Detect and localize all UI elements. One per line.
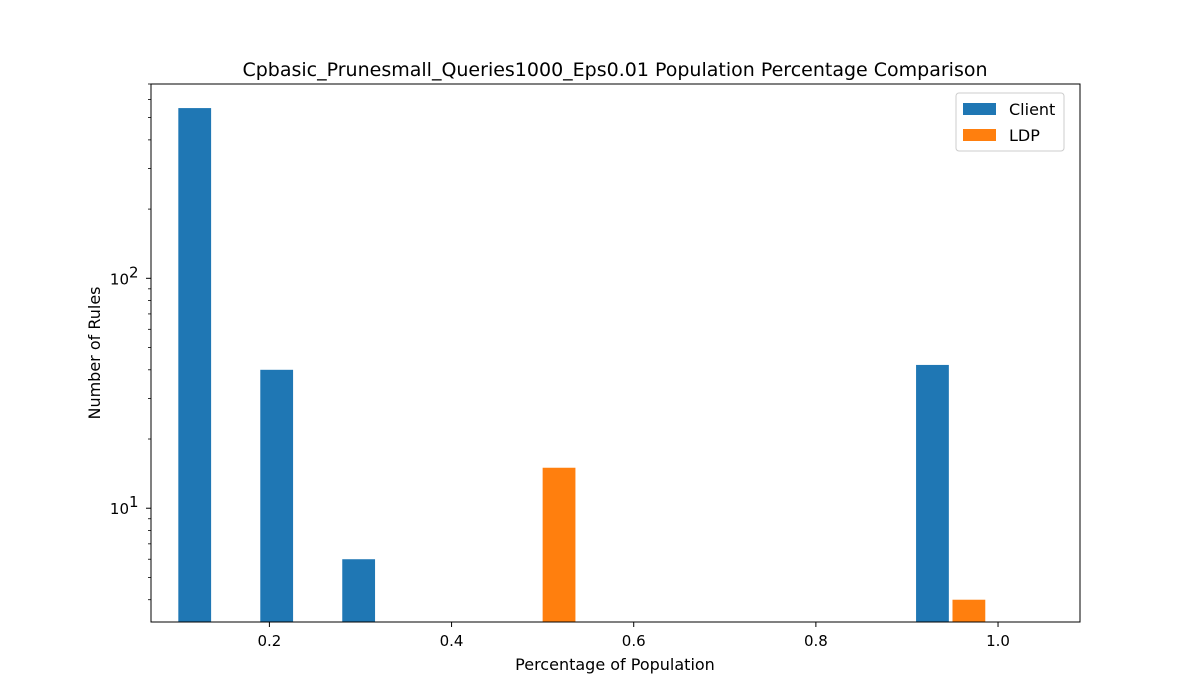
plot-frame	[150, 83, 1081, 623]
chart-title: Cpbasic_Prunesmall_Queries1000_Eps0.01 P…	[242, 59, 987, 81]
bar-client-2	[342, 559, 376, 622]
x-tick-label: 0.8	[804, 632, 828, 650]
x-tick-label: 1.0	[986, 632, 1010, 650]
bars-layer	[178, 108, 986, 622]
legend-label-ldp: LDP	[1009, 126, 1040, 145]
x-tick-label: 0.6	[622, 632, 646, 650]
y-tick-label: 10	[110, 270, 129, 288]
legend-swatch-client	[963, 103, 996, 115]
bar-ldp-0	[542, 467, 576, 622]
y-tick-exponent: 2	[129, 263, 139, 281]
legend-swatch-ldp	[963, 129, 996, 141]
bar-ldp-1	[952, 599, 986, 622]
x-axis-label: Percentage of Population	[515, 655, 715, 674]
y-axis-label: Number of Rules	[85, 286, 104, 419]
y-tick-exponent: 1	[129, 493, 139, 511]
bar-client-1	[260, 369, 294, 622]
x-tick-label: 0.2	[257, 632, 281, 650]
bar-client-3	[916, 364, 949, 622]
y-tick-label: 10	[110, 500, 129, 518]
bar-client-0	[178, 108, 212, 622]
x-tick-label: 0.4	[440, 632, 464, 650]
legend: Client LDP	[955, 92, 1065, 152]
x-axis-ticks: 0.2 0.4 0.6 0.8 1.0	[257, 622, 1010, 650]
legend-label-client: Client	[1009, 100, 1055, 119]
